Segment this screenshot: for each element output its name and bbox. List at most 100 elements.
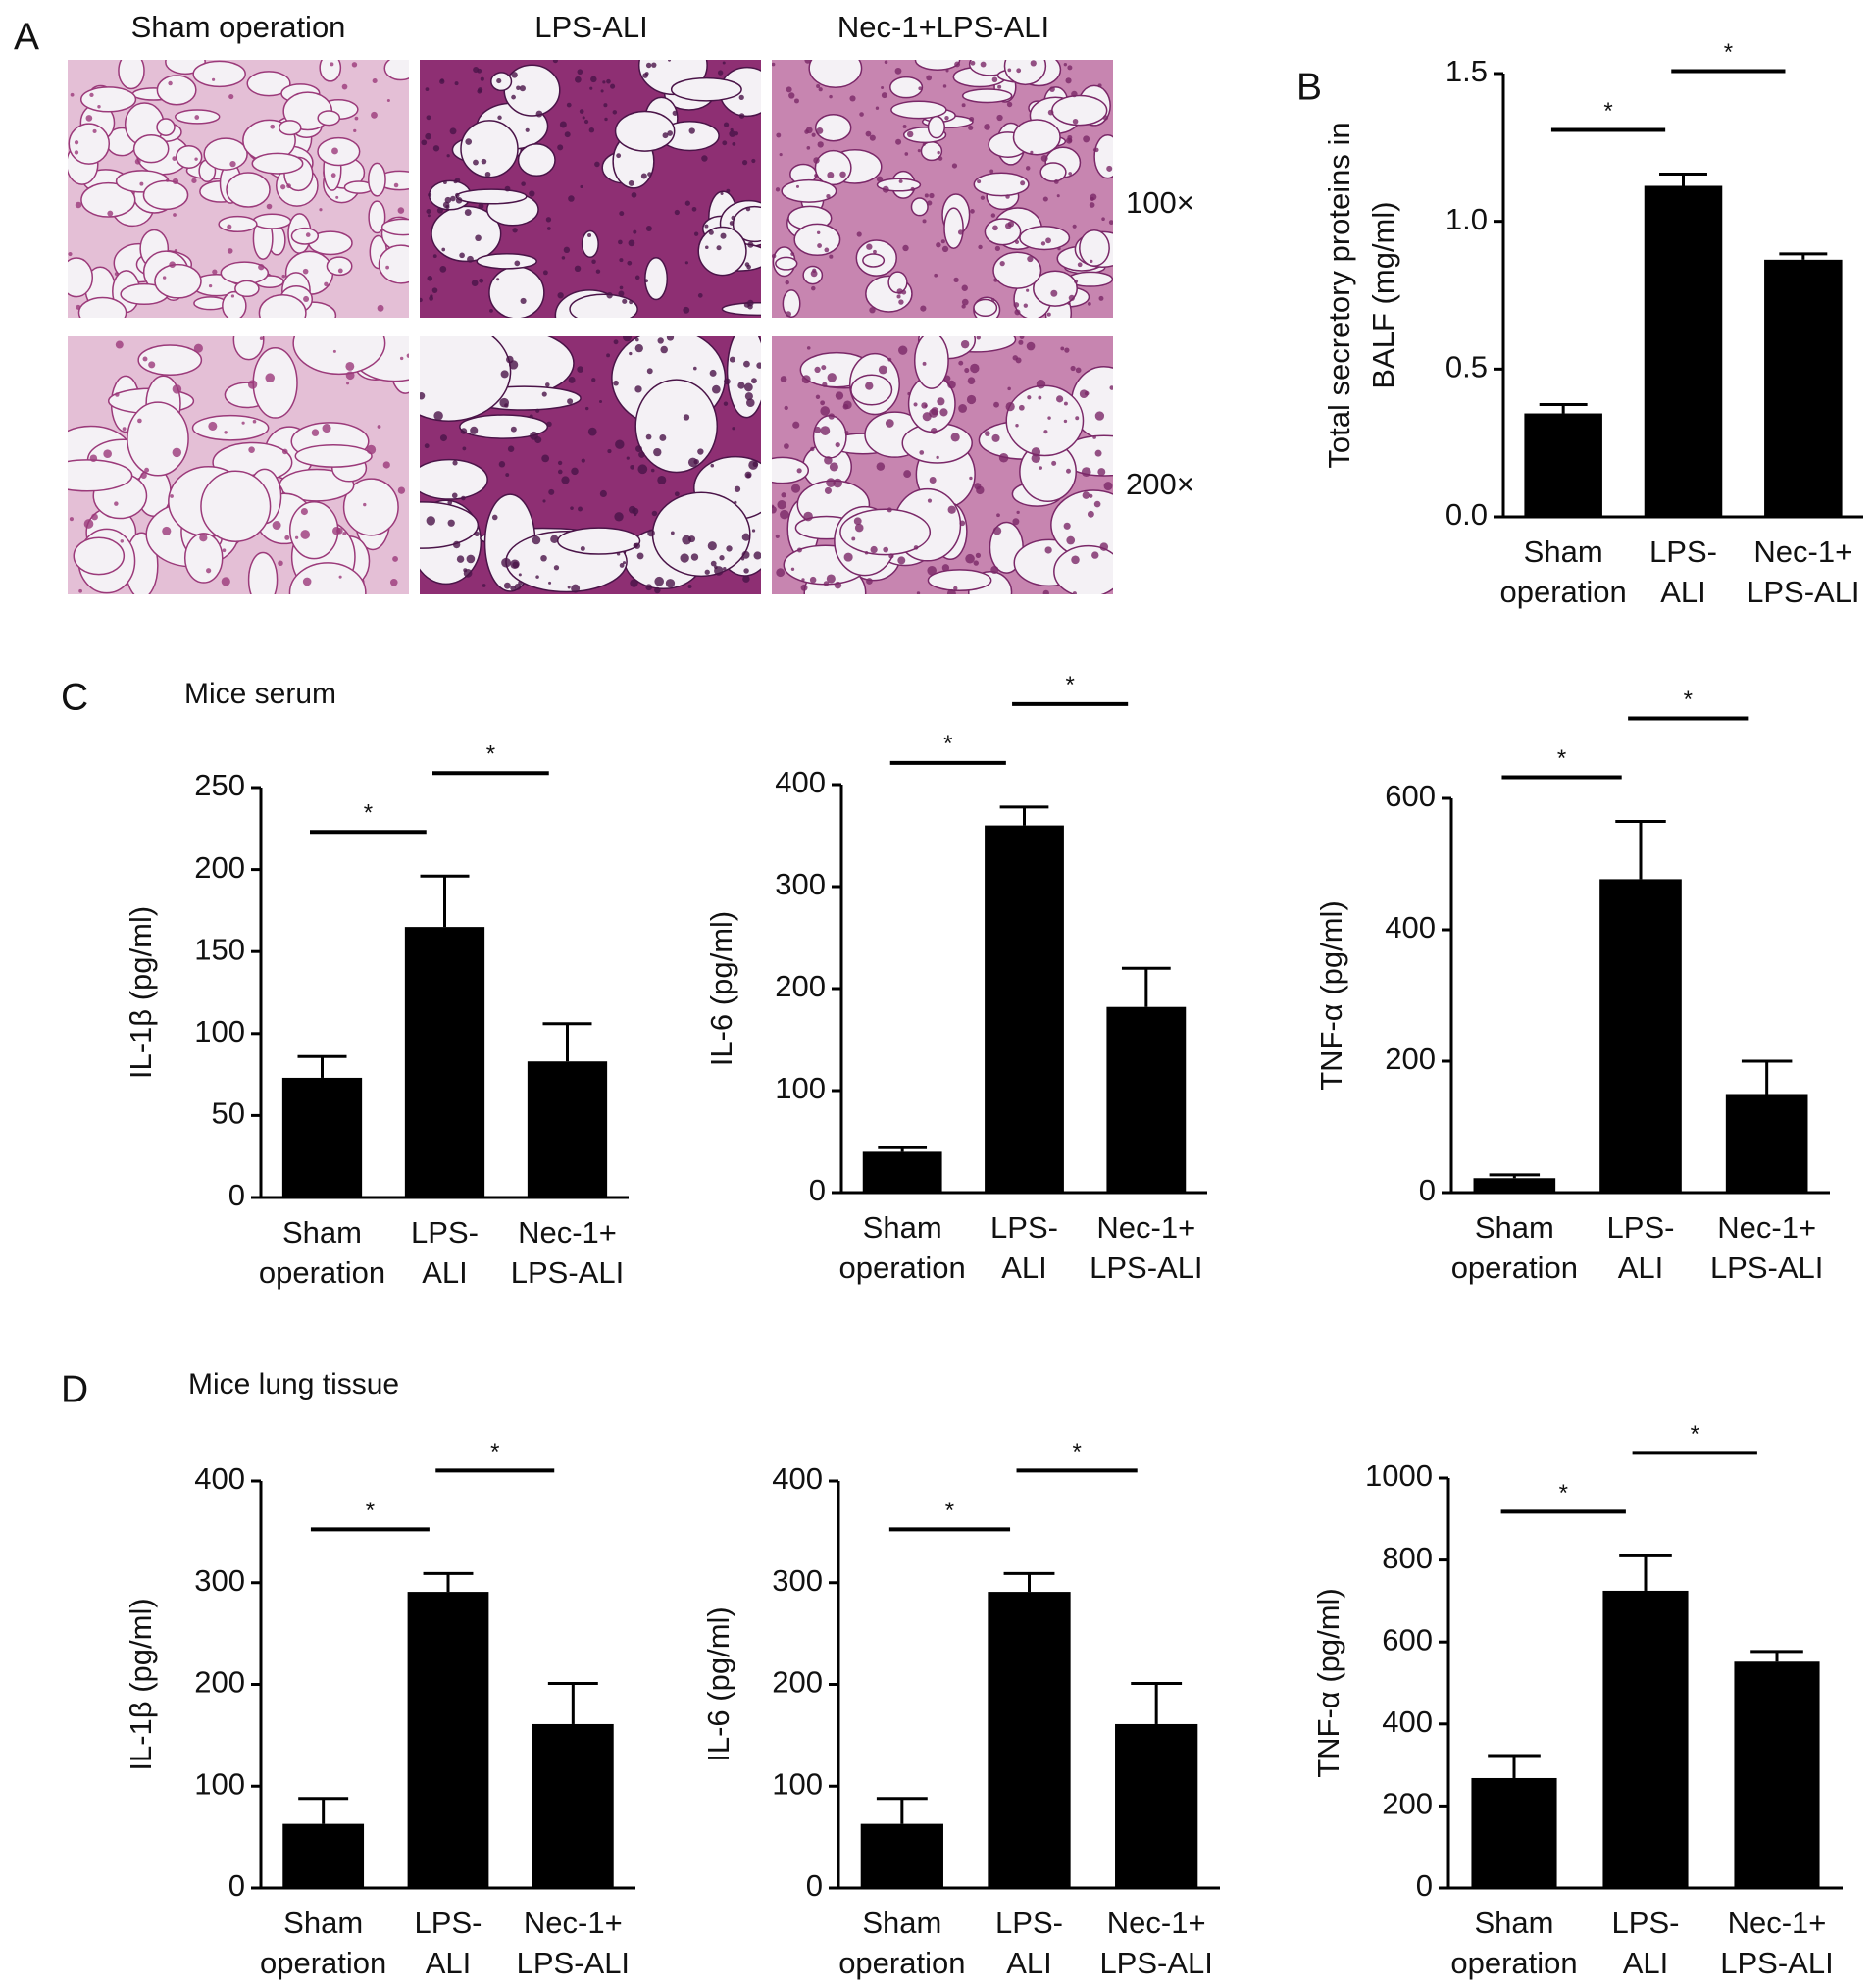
nucleus [910, 186, 915, 192]
nucleus [751, 378, 757, 384]
nucleus [1038, 395, 1042, 400]
alveolus [132, 134, 170, 164]
nucleus [816, 127, 824, 134]
nucleus [406, 353, 409, 358]
nucleus [1040, 154, 1048, 162]
nucleus [89, 92, 94, 97]
alveolus [1039, 162, 1067, 182]
alveolus [294, 444, 373, 468]
nucleus [716, 245, 722, 251]
nucleus [961, 284, 968, 291]
nucleus [221, 577, 230, 586]
nucleus [902, 244, 909, 252]
alveolus [156, 118, 176, 136]
nucleus [693, 366, 697, 371]
nucleus [426, 115, 431, 121]
nucleus [397, 207, 405, 214]
alveolus [137, 344, 203, 376]
nucleus [947, 380, 956, 389]
nucleus [817, 243, 823, 248]
nucleus [568, 376, 576, 383]
nucleus [835, 391, 844, 400]
panel-label: D [61, 1368, 88, 1410]
nucleus [665, 579, 676, 588]
nucleus [496, 78, 502, 84]
nucleus [144, 467, 150, 473]
nucleus [657, 337, 664, 344]
nucleus [1067, 134, 1073, 140]
nucleus [835, 441, 840, 448]
nucleus [481, 158, 487, 165]
nucleus [800, 584, 808, 591]
nucleus [421, 139, 428, 146]
nucleus [300, 507, 308, 516]
nucleus [134, 158, 141, 165]
nucleus [817, 141, 824, 148]
significance-label: * [945, 1498, 954, 1524]
nucleus [720, 232, 727, 239]
nucleus [353, 128, 357, 132]
nucleus [990, 213, 996, 218]
alveolus [914, 60, 961, 71]
x-tick-label: LPS- [415, 1906, 482, 1940]
nucleus [989, 169, 994, 174]
nucleus [967, 377, 976, 385]
alveolus [634, 379, 719, 474]
alveolus [226, 172, 271, 208]
nucleus [1063, 401, 1068, 406]
nucleus [937, 150, 940, 155]
nucleus [950, 433, 960, 442]
nucleus [172, 156, 177, 161]
y-axis-label: BALF (mg/ml) [1366, 201, 1400, 388]
nucleus [1094, 411, 1105, 421]
nucleus [929, 192, 935, 199]
x-tick-label: Nec-1+ [518, 1215, 617, 1249]
magnification-label: 100× [1126, 185, 1194, 220]
significance-label: * [1065, 672, 1074, 698]
nucleus [684, 261, 688, 265]
nucleus [894, 67, 902, 75]
alveolus [431, 205, 502, 263]
bar [407, 1592, 489, 1888]
nucleus [940, 239, 945, 244]
nucleus [372, 77, 378, 84]
nucleus [1018, 339, 1024, 345]
nucleus [115, 392, 120, 397]
nucleus [591, 378, 596, 382]
x-tick-label: LPS- [990, 1210, 1058, 1245]
nucleus [1031, 447, 1041, 457]
y-axis-label: IL-6 (pg/ml) [701, 1606, 735, 1761]
nucleus [786, 86, 792, 93]
nucleus [945, 69, 949, 73]
nucleus [462, 446, 467, 451]
nucleus [281, 274, 286, 279]
nucleus [1026, 288, 1030, 292]
nucleus [795, 184, 800, 188]
nucleus [958, 360, 964, 366]
nucleus [709, 369, 717, 377]
nucleus [478, 203, 484, 210]
nucleus [634, 337, 639, 342]
nucleus [704, 569, 710, 575]
y-tick-label: 150 [194, 932, 245, 966]
alveolus [781, 178, 837, 203]
nucleus [1072, 591, 1077, 594]
nucleus [691, 206, 697, 212]
nucleus [884, 60, 888, 65]
nucleus [1049, 86, 1055, 92]
nucleus [1098, 295, 1104, 301]
nucleus [931, 407, 939, 416]
y-tick-label: 250 [194, 768, 245, 802]
nucleus [803, 511, 813, 522]
nucleus [529, 190, 535, 197]
nucleus [510, 426, 517, 433]
nucleus [227, 248, 233, 254]
nucleus [89, 454, 98, 462]
nucleus [751, 158, 756, 164]
nucleus [881, 85, 885, 89]
alveolus [127, 401, 189, 477]
y-tick-label: 0 [806, 1868, 823, 1903]
nucleus [451, 492, 458, 499]
nucleus [452, 460, 458, 466]
column-title: Sham operation [131, 10, 346, 44]
